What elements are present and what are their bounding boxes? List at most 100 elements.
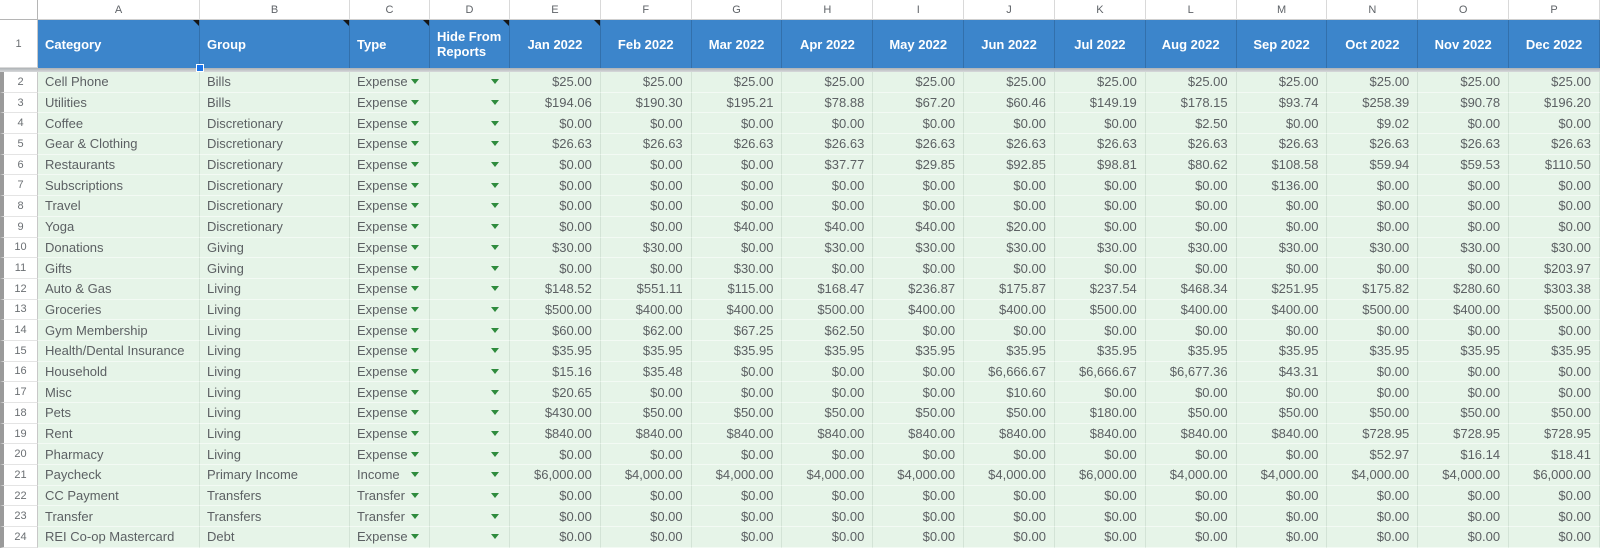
cell-amount[interactable]: $6,677.36: [1145, 361, 1237, 383]
cell-amount[interactable]: $25.00: [691, 72, 783, 93]
cell-amount[interactable]: $0.00: [1054, 175, 1146, 197]
row-header-1[interactable]: 1: [0, 20, 38, 68]
cell-amount[interactable]: $115.00: [691, 278, 783, 300]
cell-amount[interactable]: $0.00: [1054, 113, 1146, 135]
cell-amount[interactable]: $0.00: [600, 196, 692, 217]
cell-category[interactable]: Groceries: [38, 299, 200, 321]
cell-amount[interactable]: $35.95: [1054, 340, 1146, 362]
column-letter-d[interactable]: D: [430, 0, 510, 20]
cell-amount[interactable]: $4,000.00: [782, 465, 874, 486]
header-month[interactable]: Oct 2022: [1327, 20, 1419, 68]
cell-amount[interactable]: $0.00: [1054, 485, 1146, 507]
cell-amount[interactable]: $59.53: [1418, 154, 1510, 176]
cell-amount[interactable]: $0.00: [691, 527, 783, 548]
dropdown-arrow-icon[interactable]: [411, 286, 419, 292]
cell-amount[interactable]: $35.95: [1509, 340, 1600, 362]
cell-amount[interactable]: $25.00: [1418, 72, 1510, 93]
cell-amount[interactable]: $90.78: [1418, 92, 1510, 114]
cell-amount[interactable]: $25.00: [782, 72, 874, 93]
dropdown-arrow-icon[interactable]: [411, 182, 419, 188]
row-header[interactable]: 5: [0, 134, 38, 155]
cell-category[interactable]: Gifts: [38, 258, 200, 279]
cell-amount[interactable]: $25.00: [1509, 72, 1600, 93]
cell-amount[interactable]: $0.00: [1054, 216, 1146, 238]
cell-amount[interactable]: $0.00: [1236, 527, 1328, 548]
cell-hide-from-reports[interactable]: [430, 340, 510, 362]
cell-amount[interactable]: $500.00: [510, 299, 601, 321]
cell-amount[interactable]: $0.00: [1327, 216, 1419, 238]
column-letter-c[interactable]: C: [350, 0, 430, 20]
cell-amount[interactable]: $0.00: [964, 175, 1055, 197]
cell-amount[interactable]: $0.00: [1418, 320, 1510, 341]
cell-amount[interactable]: $0.00: [964, 506, 1055, 528]
cell-amount[interactable]: $500.00: [782, 299, 874, 321]
cell-amount[interactable]: $30.00: [1054, 237, 1146, 259]
row-header[interactable]: 6: [0, 154, 38, 176]
cell-group[interactable]: Discretionary: [200, 175, 350, 197]
cell-amount[interactable]: $35.95: [1418, 340, 1510, 362]
cell-amount[interactable]: $0.00: [1327, 196, 1419, 217]
cell-hide-from-reports[interactable]: [430, 527, 510, 548]
cell-amount[interactable]: $203.97: [1509, 258, 1600, 279]
cell-amount[interactable]: $4,000.00: [1145, 465, 1237, 486]
cell-type[interactable]: Expense: [350, 175, 430, 197]
cell-amount[interactable]: $35.95: [600, 340, 692, 362]
cell-category[interactable]: Restaurants: [38, 154, 200, 176]
cell-amount[interactable]: $59.94: [1327, 154, 1419, 176]
cell-amount[interactable]: $0.00: [1236, 113, 1328, 135]
cell-category[interactable]: Cell Phone: [38, 72, 200, 93]
cell-amount[interactable]: $0.00: [1327, 506, 1419, 528]
cell-amount[interactable]: $35.95: [510, 340, 601, 362]
cell-amount[interactable]: $26.63: [1509, 134, 1600, 155]
cell-amount[interactable]: $35.95: [873, 340, 965, 362]
cell-amount[interactable]: $0.00: [510, 527, 601, 548]
cell-amount[interactable]: $0.00: [691, 382, 783, 403]
cell-amount[interactable]: $43.31: [1236, 361, 1328, 383]
cell-group[interactable]: Discretionary: [200, 216, 350, 238]
dropdown-arrow-icon[interactable]: [491, 327, 499, 333]
cell-amount[interactable]: $0.00: [1236, 196, 1328, 217]
header-month[interactable]: May 2022: [873, 20, 965, 68]
cell-amount[interactable]: $190.30: [600, 92, 692, 114]
cell-amount[interactable]: $0.00: [600, 154, 692, 176]
cell-amount[interactable]: $0.00: [1418, 113, 1510, 135]
cell-type[interactable]: Income: [350, 465, 430, 486]
cell-amount[interactable]: $26.63: [782, 134, 874, 155]
cell-amount[interactable]: $0.00: [964, 320, 1055, 341]
cell-amount[interactable]: $0.00: [782, 506, 874, 528]
cell-amount[interactable]: $26.63: [1418, 134, 1510, 155]
cell-hide-from-reports[interactable]: [430, 465, 510, 486]
dropdown-arrow-icon[interactable]: [491, 224, 499, 230]
cell-amount[interactable]: $0.00: [691, 361, 783, 383]
cell-type[interactable]: Expense: [350, 382, 430, 403]
cell-category[interactable]: Travel: [38, 196, 200, 217]
dropdown-arrow-icon[interactable]: [491, 513, 499, 519]
cell-amount[interactable]: $0.00: [1327, 527, 1419, 548]
cell-hide-from-reports[interactable]: [430, 175, 510, 197]
cell-amount[interactable]: $29.85: [873, 154, 965, 176]
cell-amount[interactable]: $37.77: [782, 154, 874, 176]
cell-amount[interactable]: $168.47: [782, 278, 874, 300]
cell-amount[interactable]: $0.00: [1236, 216, 1328, 238]
cell-amount[interactable]: $35.95: [691, 340, 783, 362]
cell-amount[interactable]: $0.00: [510, 444, 601, 466]
cell-group[interactable]: Debt: [200, 527, 350, 548]
cell-group[interactable]: Transfers: [200, 506, 350, 528]
dropdown-arrow-icon[interactable]: [491, 306, 499, 312]
cell-category[interactable]: Coffee: [38, 113, 200, 135]
cell-type[interactable]: Expense: [350, 216, 430, 238]
cell-amount[interactable]: $50.00: [691, 403, 783, 424]
cell-amount[interactable]: $0.00: [1236, 444, 1328, 466]
cell-amount[interactable]: $9.02: [1327, 113, 1419, 135]
cell-amount[interactable]: $0.00: [782, 382, 874, 403]
cell-group[interactable]: Bills: [200, 72, 350, 93]
cell-amount[interactable]: $0.00: [873, 175, 965, 197]
cell-amount[interactable]: $0.00: [1418, 216, 1510, 238]
cell-amount[interactable]: $0.00: [1509, 196, 1600, 217]
cell-amount[interactable]: $16.14: [1418, 444, 1510, 466]
cell-amount[interactable]: $0.00: [1054, 320, 1146, 341]
cell-amount[interactable]: $500.00: [1509, 299, 1600, 321]
dropdown-arrow-icon[interactable]: [411, 534, 419, 540]
row-header[interactable]: 13: [0, 299, 38, 321]
cell-amount[interactable]: $0.00: [964, 527, 1055, 548]
